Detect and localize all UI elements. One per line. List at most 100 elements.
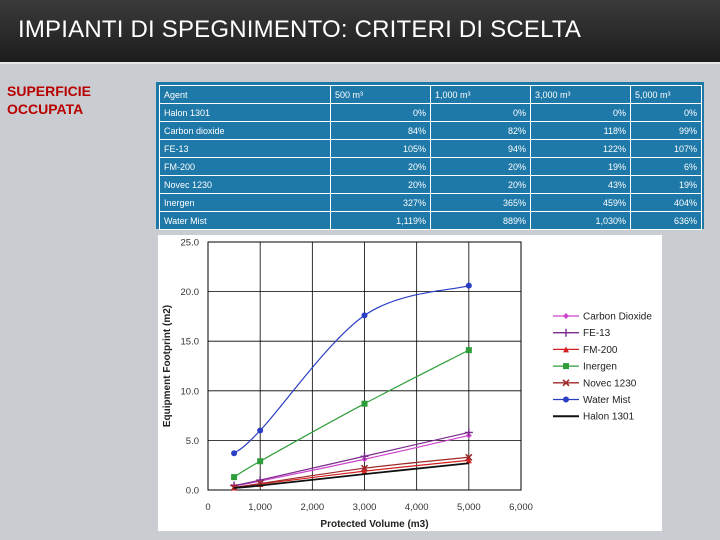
x-tick-label: 0: [205, 502, 210, 513]
value-cell: 20%: [430, 157, 531, 176]
agent-comparison-table: Agent 500 m³ 1,000 m³ 3,000 m³ 5,000 m³ …: [159, 85, 702, 230]
agent-cell: Inergen: [159, 193, 331, 212]
series-line-inergen: [233, 349, 470, 478]
data-point: [465, 457, 472, 464]
value-cell: 0%: [530, 103, 631, 122]
table-row: Novec 1230 20% 20% 43% 19%: [159, 175, 702, 194]
value-cell: 20%: [430, 175, 531, 194]
agent-comparison-table-frame: Agent 500 m³ 1,000 m³ 3,000 m³ 5,000 m³ …: [156, 82, 704, 230]
chart-legend: Carbon Dioxide FE-13 FM-200 Inergen Novec 12…: [553, 312, 652, 423]
x-tick-label: 6,000: [509, 502, 533, 513]
table-row: FE-13 105% 94% 122% 107%: [159, 139, 702, 158]
title-bar: IMPIANTI DI SPEGNIMENTO: CRITERI DI SCEL…: [0, 0, 720, 64]
header-agent: Agent: [159, 85, 331, 104]
agent-cell: FE-13: [159, 139, 331, 158]
agent-cell: Novec 1230: [159, 175, 331, 194]
legend-label-inergen: Inergen: [583, 362, 617, 373]
header-500: 500 m³: [330, 85, 431, 104]
series-line-novec-1230: [233, 456, 469, 489]
value-cell: 82%: [430, 121, 531, 140]
value-cell: 19%: [630, 175, 702, 194]
value-cell: 19%: [530, 157, 631, 176]
value-cell: 43%: [530, 175, 631, 194]
header-1000: 1,000 m³: [430, 85, 531, 104]
agent-cell: Water Mist: [159, 211, 331, 230]
series-water-mist: [231, 282, 472, 457]
agent-cell: FM-200: [159, 157, 331, 176]
data-point: [465, 282, 472, 289]
legend-label-fm-200: FM-200: [583, 345, 618, 356]
data-point: [257, 427, 264, 434]
table-row: Halon 1301 0% 0% 0% 0%: [159, 103, 702, 122]
value-cell: 0%: [630, 103, 702, 122]
agent-cell: Halon 1301: [159, 103, 331, 122]
y-tick-label: 15.0: [181, 337, 200, 348]
footprint-chart: 0.0 5.0 10.0 15.0 20.0 25.0 0 1,000 2,000 3,000 4,…: [162, 238, 652, 531]
value-cell: 118%: [530, 121, 631, 140]
value-cell: 107%: [630, 139, 702, 158]
data-point: [361, 400, 368, 407]
data-point: [360, 464, 369, 472]
side-label: SUPERFICIE OCCUPATA: [7, 82, 91, 118]
legend-label-carbon-dioxide: Carbon Dioxide: [583, 312, 652, 323]
value-cell: 6%: [630, 157, 702, 176]
series-halon-1301: [233, 462, 469, 489]
y-tick-label: 20.0: [181, 287, 200, 298]
x-tick-label: 4,000: [405, 502, 429, 513]
agent-cell: Carbon dioxide: [159, 121, 331, 140]
legend-label-novec-1230: Novec 1230: [583, 378, 637, 389]
legend-marker-novec-1230: [562, 379, 570, 387]
side-label-line2: OCCUPATA: [7, 101, 84, 117]
table-header-row: Agent 500 m³ 1,000 m³ 3,000 m³ 5,000 m³: [159, 85, 702, 104]
value-cell: 459%: [530, 193, 631, 212]
series-line-fe-13: [233, 431, 469, 487]
data-point: [465, 347, 472, 354]
series-line-carbon-dioxide: [233, 434, 469, 487]
data-point: [361, 468, 368, 475]
data-point: [231, 450, 238, 457]
y-tick-label: 25.0: [181, 238, 200, 249]
y-axis-label: Equipment Footprint (m2): [162, 305, 173, 427]
value-cell: 122%: [530, 139, 631, 158]
legend-marker-inergen: [563, 363, 569, 370]
value-cell: 20%: [330, 157, 431, 176]
data-point: [360, 452, 369, 461]
value-cell: 365%: [430, 193, 531, 212]
legend-label-fe-13: FE-13: [583, 328, 611, 339]
value-cell: 20%: [330, 175, 431, 194]
value-cell: 0%: [430, 103, 531, 122]
data-point: [465, 453, 473, 461]
table-row: Inergen 327% 365% 459% 404%: [159, 193, 702, 212]
x-axis-label: Protected Volume (m3): [320, 519, 428, 530]
value-cell: 94%: [430, 139, 531, 158]
footprint-chart-panel: 0.0 5.0 10.0 15.0 20.0 25.0 0 1,000 2,000 3,000 4,…: [158, 235, 662, 531]
data-point: [231, 474, 238, 481]
data-point: [464, 428, 473, 437]
value-cell: 1,119%: [330, 211, 431, 230]
data-point: [257, 458, 264, 465]
value-cell: 105%: [330, 139, 431, 158]
table-row: FM-200 20% 20% 19% 6%: [159, 157, 702, 176]
value-cell: 0%: [330, 103, 431, 122]
series-inergen: [231, 347, 472, 481]
value-cell: 1,030%: [530, 211, 631, 230]
slide-title: IMPIANTI DI SPEGNIMENTO: CRITERI DI SCEL…: [18, 16, 582, 43]
header-5000: 5,000 m³: [630, 85, 702, 104]
y-tick-label: 10.0: [181, 386, 200, 397]
x-tick-label: 3,000: [353, 502, 377, 513]
legend-marker-fm-200: [563, 346, 569, 353]
y-tick-label: 5.0: [186, 436, 199, 447]
value-cell: 99%: [630, 121, 702, 140]
x-tick-label: 5,000: [457, 502, 481, 513]
side-label-line1: SUPERFICIE: [7, 83, 92, 99]
header-3000: 3,000 m³: [530, 85, 631, 104]
legend-label-halon-1301: Halon 1301: [583, 412, 635, 423]
value-cell: 84%: [330, 121, 431, 140]
value-cell: 889%: [430, 211, 531, 230]
legend-marker-carbon-dioxide: [563, 313, 569, 319]
series-line-water-mist: [233, 285, 469, 454]
legend-label-water-mist: Water Mist: [583, 395, 631, 406]
x-tick-label: 2,000: [300, 502, 324, 513]
table-row: Water Mist 1,119% 889% 1,030% 636%: [159, 211, 702, 230]
value-cell: 404%: [630, 193, 702, 212]
